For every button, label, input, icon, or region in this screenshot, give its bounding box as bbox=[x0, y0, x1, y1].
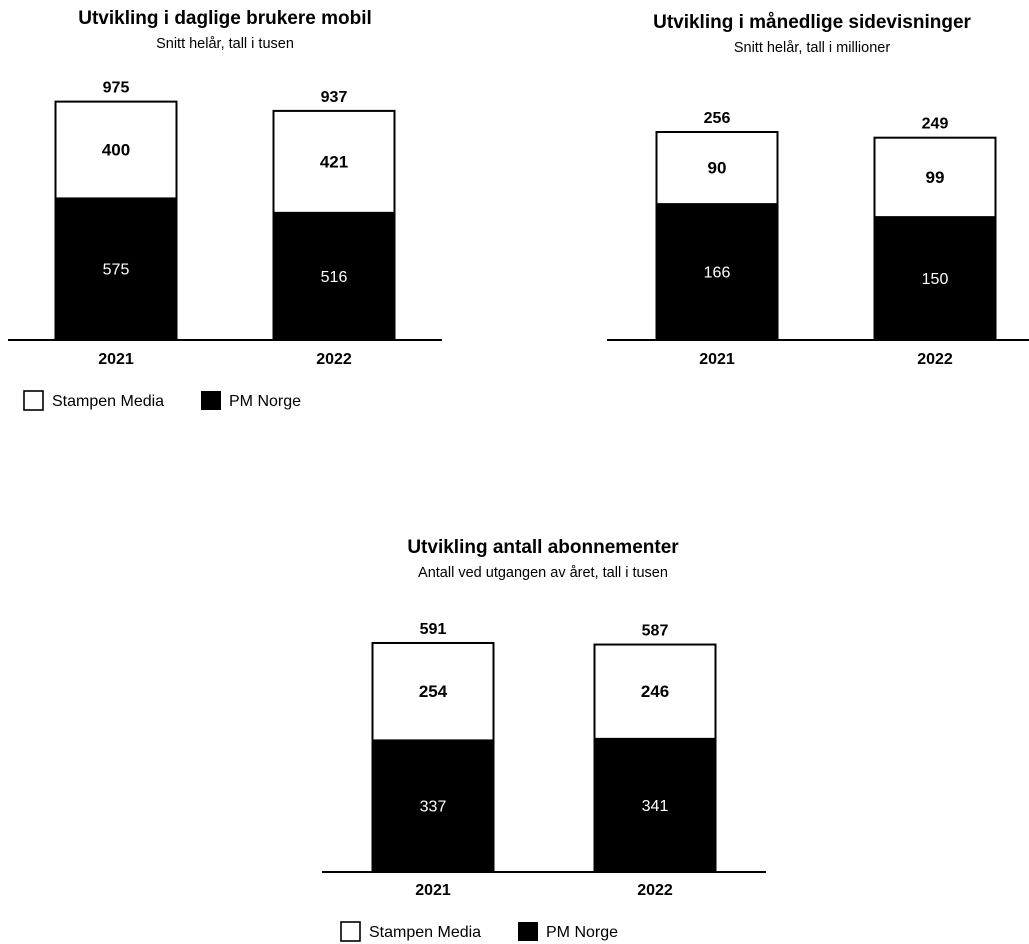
bar-segment-stampen-media bbox=[272, 109, 396, 214]
legend-bottom: Stampen Media PM Norge bbox=[340, 921, 618, 942]
chart2-subtitle: Snitt helår, tall i millioner bbox=[734, 40, 891, 56]
bar-segment-stampen-media bbox=[371, 641, 495, 742]
segment-label-stampen-media: 246 bbox=[641, 682, 669, 701]
chart3-subtitle: Antall ved utgangen av året, tall i tuse… bbox=[418, 565, 668, 581]
segment-label-stampen-media: 254 bbox=[419, 682, 448, 701]
segment-label-pm-norge: 516 bbox=[321, 269, 348, 286]
segment-label-pm-norge: 575 bbox=[103, 262, 130, 279]
bar-segment-stampen-media bbox=[54, 100, 178, 200]
chart3-title: Utvikling antall abonnementer bbox=[407, 537, 679, 558]
legend-label-pm: PM Norge bbox=[229, 393, 301, 410]
bar-total-label: 256 bbox=[704, 110, 731, 127]
segment-label-pm-norge: 337 bbox=[420, 799, 447, 816]
chart-monthly-pageviews: Utvikling i månedlige sidevisninger Snit… bbox=[607, 12, 1029, 368]
legend-label-pm: PM Norge bbox=[546, 924, 618, 941]
bar-segment-stampen-media bbox=[593, 643, 717, 740]
chart-subscriptions: Utvikling antall abonnementer Antall ved… bbox=[322, 537, 766, 899]
legend-label-stampen: Stampen Media bbox=[369, 924, 481, 941]
segment-label-pm-norge: 166 bbox=[704, 265, 731, 282]
segment-label-stampen-media: 400 bbox=[102, 141, 130, 160]
segment-label-stampen-media: 421 bbox=[320, 152, 348, 171]
bar-segment-pm-norge bbox=[371, 740, 495, 871]
segment-label-pm-norge: 150 bbox=[922, 271, 949, 288]
bar-segment-pm-norge bbox=[272, 212, 396, 339]
legend-swatch-pm bbox=[518, 922, 538, 941]
legend-swatch-pm bbox=[201, 391, 221, 410]
chart3-bars: 591 254 337 2021 587 246 341 2022 bbox=[322, 621, 766, 899]
chart1-title: Utvikling i daglige brukere mobil bbox=[78, 8, 372, 29]
chart2-bars: 256 90 166 2021 249 99 150 2022 bbox=[607, 110, 1029, 368]
bar-total-label: 975 bbox=[103, 80, 130, 97]
x-tick-label: 2021 bbox=[98, 351, 134, 368]
bar-segment-stampen-media bbox=[655, 131, 779, 206]
x-tick-label: 2022 bbox=[316, 351, 352, 368]
segment-label-pm-norge: 341 bbox=[642, 798, 669, 815]
bar-total-label: 249 bbox=[922, 116, 949, 133]
bar-total-label: 937 bbox=[321, 89, 348, 106]
bar-segment-stampen-media bbox=[873, 136, 997, 219]
legend-swatch-stampen bbox=[23, 390, 44, 411]
bar-segment-pm-norge bbox=[873, 217, 997, 339]
bar-total-label: 591 bbox=[420, 621, 447, 638]
chart1-bars: 975 400 575 2021 937 421 516 2022 bbox=[8, 80, 442, 368]
chart2-title: Utvikling i månedlige sidevisninger bbox=[653, 12, 971, 33]
bar-segment-pm-norge bbox=[54, 198, 178, 339]
legend-top: Stampen Media PM Norge bbox=[23, 390, 301, 411]
x-tick-label: 2022 bbox=[637, 882, 673, 899]
bar-segment-pm-norge bbox=[655, 204, 779, 339]
bar-total-label: 587 bbox=[642, 623, 669, 640]
legend-swatch-stampen bbox=[340, 921, 361, 942]
x-tick-label: 2021 bbox=[415, 882, 451, 899]
bar-segment-pm-norge bbox=[593, 738, 717, 871]
segment-label-stampen-media: 90 bbox=[708, 159, 727, 178]
chart1-subtitle: Snitt helår, tall i tusen bbox=[156, 36, 294, 52]
chart-daily-mobile-users: Utvikling i daglige brukere mobil Snitt … bbox=[8, 8, 442, 368]
x-tick-label: 2021 bbox=[699, 351, 735, 368]
segment-label-stampen-media: 99 bbox=[926, 168, 945, 187]
x-tick-label: 2022 bbox=[917, 351, 953, 368]
legend-label-stampen: Stampen Media bbox=[52, 393, 164, 410]
